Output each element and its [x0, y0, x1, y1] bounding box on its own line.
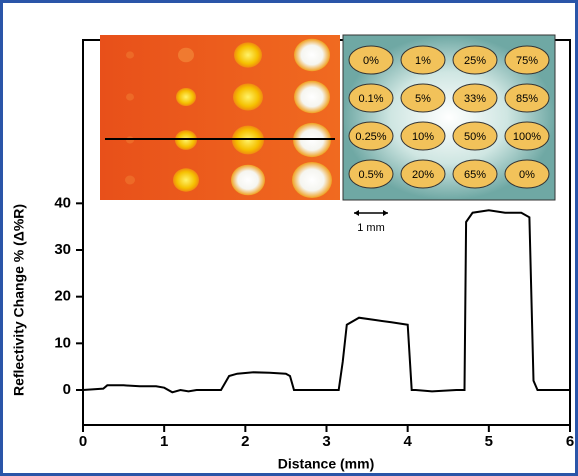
- afm-spot: [126, 93, 134, 100]
- pattern-label: 33%: [464, 93, 486, 105]
- x-tick-label: 0: [79, 433, 87, 450]
- scale-label: 1 mm: [357, 222, 385, 234]
- afm-spot: [294, 39, 330, 71]
- x-axis-label: Distance (mm): [278, 456, 374, 472]
- pattern-label: 20%: [412, 169, 434, 181]
- chart: 0%1%25%75%0.1%5%33%85%0.25%10%50%100%0.5…: [0, 0, 578, 476]
- x-tick-label: 1: [160, 433, 168, 450]
- afm-spot: [178, 48, 194, 62]
- pattern-label: 100%: [513, 131, 541, 143]
- pattern-label: 0%: [519, 169, 535, 181]
- pattern-label: 10%: [412, 131, 434, 143]
- pattern-label: 75%: [516, 55, 538, 67]
- pattern-label: 50%: [464, 131, 486, 143]
- pattern-label: 5%: [415, 93, 431, 105]
- pattern-label: 0%: [363, 55, 379, 67]
- afm-spot: [292, 162, 332, 198]
- pattern-label: 85%: [516, 93, 538, 105]
- pattern-label: 65%: [464, 169, 486, 181]
- afm-image: [100, 35, 340, 200]
- y-tick-label: 10: [54, 334, 71, 351]
- afm-spot: [173, 168, 199, 191]
- x-tick-label: 2: [241, 433, 249, 450]
- pattern-label: 0.1%: [358, 93, 383, 105]
- y-tick-label: 30: [54, 241, 71, 258]
- y-tick-label: 0: [63, 381, 71, 398]
- pattern-label: 1%: [415, 55, 431, 67]
- x-tick-label: 4: [403, 433, 412, 450]
- pattern-label: 0.25%: [355, 131, 386, 143]
- afm-spot: [126, 51, 134, 58]
- y-tick-label: 40: [54, 194, 71, 211]
- afm-spot: [294, 81, 330, 113]
- afm-spot: [233, 84, 263, 111]
- x-tick-label: 3: [322, 433, 330, 450]
- afm-spot: [176, 88, 196, 106]
- pattern-label: 0.5%: [358, 169, 383, 181]
- x-tick-label: 5: [485, 433, 493, 450]
- y-tick-label: 20: [54, 288, 71, 305]
- afm-spot: [125, 176, 135, 185]
- pattern-label: 25%: [464, 55, 486, 67]
- afm-spot: [234, 42, 262, 67]
- x-tick-label: 6: [566, 433, 574, 450]
- afm-spot: [231, 165, 265, 196]
- y-axis-label: Reflectivity Change % (Δ%R): [11, 204, 27, 396]
